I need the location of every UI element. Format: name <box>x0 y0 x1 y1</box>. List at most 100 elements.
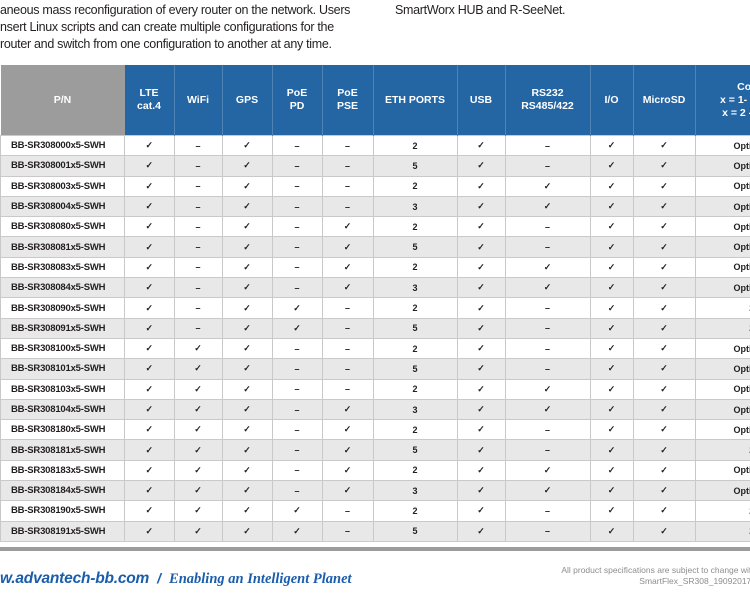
table-cell: ✓ <box>632 520 696 542</box>
table-cell: ✓ <box>589 155 634 177</box>
table-cell: ✓ <box>589 480 634 502</box>
table-cell: ✓ <box>173 337 223 360</box>
table-cell: ✓ <box>124 236 175 258</box>
column-header-io: I/O <box>589 65 633 136</box>
table-cell: ✓ <box>173 500 223 522</box>
table-cell: – <box>271 398 323 421</box>
table-cell: ✓ <box>589 134 634 157</box>
table-cell: 5 <box>372 155 458 177</box>
website-link[interactable]: w.advantech-bb.com <box>0 570 150 587</box>
table-cell: ✓ <box>456 155 506 177</box>
table-cell: Optional <box>694 134 750 157</box>
table-cell: – <box>321 520 374 542</box>
table-cell: – <box>173 256 223 279</box>
part-number-cell: BB-SR308084x5-SWH <box>0 277 125 299</box>
table-cell: – <box>504 337 591 360</box>
table-cell: ✓ <box>632 155 696 177</box>
part-number-cell: BB-SR308083x5-SWH <box>0 256 125 279</box>
table-cell: ✓ <box>632 236 696 258</box>
table-cell: – <box>321 337 374 360</box>
table-cell: 2 <box>372 134 458 157</box>
table-cell: ✓ <box>271 520 323 542</box>
table-cell: 5 <box>372 236 458 258</box>
table-cell: ✓ <box>456 500 506 522</box>
table-cell: ✓ <box>221 358 273 380</box>
table-cell: – <box>504 236 591 258</box>
table-cell: Optional <box>694 216 750 238</box>
table-cell: ✓ <box>124 134 175 157</box>
table-cell: – <box>173 175 223 197</box>
table-cell: ✓ <box>321 480 374 502</box>
table-cell: ✓ <box>589 439 634 461</box>
table-cell: ✓ <box>173 419 223 441</box>
table-cell: – <box>271 439 323 461</box>
table-cell: – <box>321 500 374 522</box>
table-cell: ✓ <box>456 216 506 238</box>
column-header-poe_pse: PoE PSE <box>321 65 373 136</box>
table-cell: 2 <box>694 317 750 339</box>
table-cell: ✓ <box>124 317 175 339</box>
table-header-row: P/N LTE cat.4 WiFi GPS PoE PD PoE PSE ETH PORT… <box>0 65 750 136</box>
table-header: P/N LTE cat.4 WiFi GPS PoE PD PoE PSE ETH PORT… <box>0 65 750 136</box>
table-cell: Optional <box>694 277 750 299</box>
part-number-cell: BB-SR308003x5-SWH <box>0 175 125 197</box>
table-cell: ✓ <box>456 256 506 279</box>
table-cell: 2 <box>372 256 458 279</box>
table-row: BB-SR308184x5-SWH✓✓✓–✓3✓✓✓✓Optional <box>0 480 750 502</box>
table-cell: ✓ <box>456 419 506 441</box>
part-number-cell: BB-SR308181x5-SWH <box>0 439 125 461</box>
intro-left-line: aneous mass reconfiguration of every rou… <box>0 3 351 17</box>
table-row: BB-SR308183x5-SWH✓✓✓–✓2✓✓✓✓Optional <box>0 459 750 482</box>
table-cell: ✓ <box>321 256 374 279</box>
table-cell: ✓ <box>589 358 634 380</box>
table-row: BB-SR308004x5-SWH✓–✓––3✓✓✓✓Optional <box>0 195 750 218</box>
table-cell: 2 <box>372 337 458 360</box>
part-number-cell: BB-SR308101x5-SWH <box>0 358 125 380</box>
table-cell: ✓ <box>456 317 506 339</box>
table-cell: ✓ <box>456 520 506 542</box>
table-cell: ✓ <box>124 297 175 319</box>
column-header-wifi: WiFi <box>173 65 222 136</box>
part-number-cell: BB-SR308100x5-SWH <box>0 337 125 360</box>
table-cell: – <box>271 134 323 157</box>
table-cell: ✓ <box>221 256 273 279</box>
table-cell: ✓ <box>124 195 175 218</box>
table-cell: Optional <box>694 398 750 421</box>
table-cell: 3 <box>372 398 458 421</box>
table-cell: ✓ <box>589 459 634 482</box>
table-cell: ✓ <box>589 297 634 319</box>
table-cell: ✓ <box>221 195 273 218</box>
table-cell: ✓ <box>221 297 273 319</box>
table-cell: ✓ <box>173 480 223 502</box>
table-cell: ✓ <box>124 459 175 482</box>
table-row: BB-SR308104x5-SWH✓✓✓–✓3✓✓✓✓Optional <box>0 398 750 421</box>
table-cell: – <box>504 155 591 177</box>
table-cell: 2 <box>372 216 458 238</box>
part-number-cell: BB-SR308190x5-SWH <box>0 500 125 522</box>
table-cell: 2 <box>372 459 458 482</box>
table-cell: ✓ <box>632 378 696 400</box>
intro-right-line: SmartWorx HUB and R-SeeNet. <box>395 3 566 17</box>
table-row: BB-SR308001x5-SWH✓–✓––5✓–✓✓Optional <box>0 155 750 177</box>
column-header-microsd: MicroSD <box>632 65 695 136</box>
table-cell: ✓ <box>589 337 634 360</box>
table-cell: ✓ <box>124 398 175 421</box>
part-number-cell: BB-SR308000x5-SWH <box>0 134 125 157</box>
tagline-text: Enabling an Intelligent Planet <box>169 571 352 587</box>
column-header-poe_pd: PoE PD <box>271 65 322 136</box>
intro-left-paragraph: aneous mass reconfiguration of every rou… <box>0 2 392 53</box>
table-cell: ✓ <box>321 459 374 482</box>
part-number-cell: BB-SR308080x5-SWH <box>0 216 125 238</box>
table-cell: ✓ <box>632 358 696 380</box>
table-cell: 2 <box>372 378 458 400</box>
column-header-pn: P/N <box>0 65 125 136</box>
intro-right-paragraph: SmartWorx HUB and R-SeeNet. <box>395 2 745 19</box>
table-cell: ✓ <box>321 398 374 421</box>
table-cell: ✓ <box>271 500 323 522</box>
table-cell: ✓ <box>504 277 591 299</box>
table-cell: – <box>271 378 323 400</box>
table-cell: – <box>504 358 591 380</box>
table-cell: – <box>321 297 374 319</box>
part-number-cell: BB-SR308184x5-SWH <box>0 480 125 502</box>
column-header-gps: GPS <box>221 65 272 136</box>
